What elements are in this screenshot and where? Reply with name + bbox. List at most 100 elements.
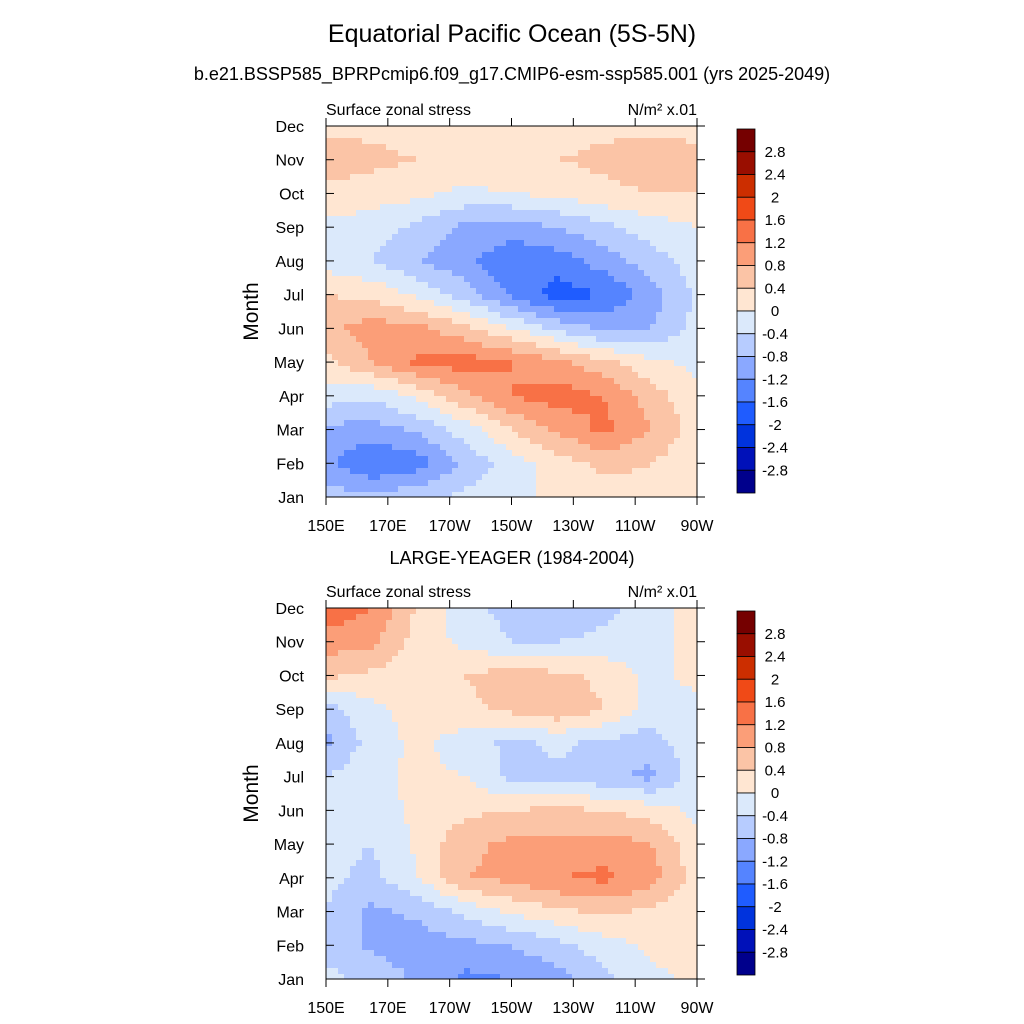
field-cell [470, 372, 476, 378]
field-cell [386, 210, 392, 216]
field-cell [368, 240, 374, 246]
field-cell [404, 174, 410, 180]
field-cell [524, 288, 530, 294]
field-cell [626, 438, 632, 444]
field-cell [374, 132, 380, 138]
field-cell [602, 264, 608, 270]
field-cell [374, 276, 380, 282]
field-cell [674, 480, 680, 486]
field-cell [506, 258, 512, 264]
field-cell [404, 462, 410, 468]
field-cell [332, 174, 338, 180]
field-cell [470, 486, 476, 492]
field-cell [404, 480, 410, 486]
field-cell [680, 138, 686, 144]
field-cell [458, 426, 464, 432]
field-cell [560, 480, 566, 486]
field-cell [434, 294, 440, 300]
field-cell [392, 608, 398, 614]
field-cell [386, 668, 392, 674]
field-cell [560, 432, 566, 438]
field-cell [416, 614, 422, 620]
field-cell [626, 312, 632, 318]
field-cell [458, 180, 464, 186]
field-cell [674, 162, 680, 168]
field-cell [404, 776, 410, 782]
field-cell [542, 438, 548, 444]
field-cell [374, 324, 380, 330]
field-cell [380, 306, 386, 312]
field-cell [392, 246, 398, 252]
field-cell [530, 486, 536, 492]
field-cell [674, 486, 680, 492]
field-cell [338, 968, 344, 974]
field-cell [626, 402, 632, 408]
field-cell [350, 300, 356, 306]
field-cell [626, 462, 632, 468]
field-cell [398, 848, 404, 854]
field-cell [476, 198, 482, 204]
field-cell [332, 944, 338, 950]
field-cell [542, 312, 548, 318]
field-cell [620, 306, 626, 312]
field-cell [410, 486, 416, 492]
field-cell [614, 318, 620, 324]
field-cell [416, 746, 422, 752]
field-cell [404, 324, 410, 330]
field-cell [338, 168, 344, 174]
field-cell [608, 192, 614, 198]
field-cell [386, 734, 392, 740]
field-cell [410, 204, 416, 210]
field-cell [566, 222, 572, 228]
field-cell [668, 246, 674, 252]
field-cell [584, 288, 590, 294]
field-cell [404, 300, 410, 306]
field-cell [494, 354, 500, 360]
field-cell [668, 138, 674, 144]
field-cell [326, 764, 332, 770]
field-cell [440, 192, 446, 198]
field-cell [506, 300, 512, 306]
field-cell [398, 450, 404, 456]
field-cell [554, 306, 560, 312]
field-cell [482, 390, 488, 396]
field-cell [590, 402, 596, 408]
field-cell [596, 408, 602, 414]
field-cell [674, 426, 680, 432]
field-cell [338, 902, 344, 908]
field-cell [422, 848, 428, 854]
field-cell [338, 800, 344, 806]
field-cell [404, 240, 410, 246]
field-cell [692, 204, 697, 210]
field-cell [596, 312, 602, 318]
field-cell [374, 968, 380, 974]
field-cell [452, 276, 458, 282]
field-cell [578, 468, 584, 474]
field-cell [560, 330, 566, 336]
field-cell [386, 468, 392, 474]
field-cell [668, 414, 674, 420]
field-cell [470, 366, 476, 372]
field-cell [392, 378, 398, 384]
field-cell [422, 866, 428, 872]
field-cell [458, 342, 464, 348]
field-cell [668, 162, 674, 168]
field-cell [398, 740, 404, 746]
field-cell [566, 282, 572, 288]
field-cell [398, 656, 404, 662]
field-cell [374, 764, 380, 770]
field-cell [386, 132, 392, 138]
field-cell [386, 420, 392, 426]
field-cell [374, 318, 380, 324]
field-cell [440, 474, 446, 480]
field-cell [380, 180, 386, 186]
field-cell [494, 216, 500, 222]
field-cell [374, 830, 380, 836]
field-cell [674, 318, 680, 324]
field-cell [398, 432, 404, 438]
field-cell [578, 192, 584, 198]
field-cell [650, 450, 656, 456]
field-cell [530, 348, 536, 354]
field-cell [362, 252, 368, 258]
field-cell [332, 150, 338, 156]
